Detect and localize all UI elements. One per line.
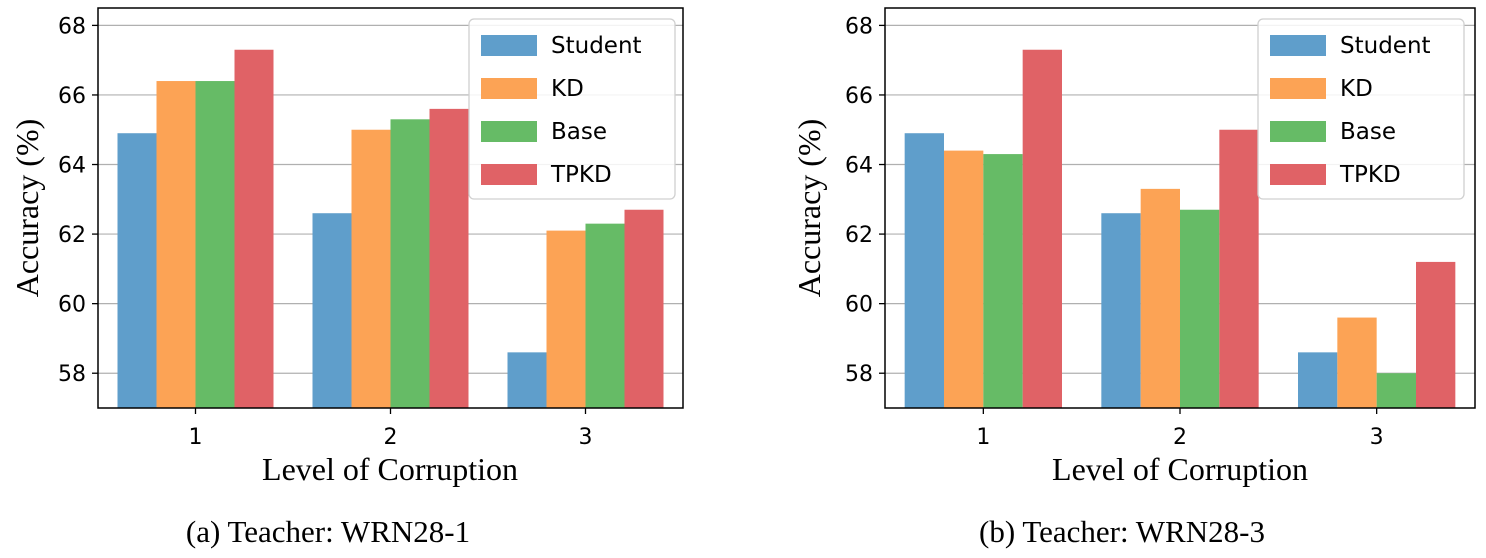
bar-kd-level-1 [944,150,984,408]
legend-label-base: Base [1340,119,1396,145]
legend-label-tpkd: TPKD [1339,162,1401,188]
legend-label-tpkd: TPKD [550,162,612,188]
x-tick-label: 1 [189,425,203,450]
legend-box [1257,18,1465,200]
legend-swatch-kd [1270,78,1326,99]
bar-student-level-1 [117,133,157,408]
bar-base-level-2 [1180,209,1220,408]
legend-label-kd: KD [1340,76,1373,102]
bar-tpkd-level-3 [1416,261,1456,408]
bar-student-level-2 [312,213,352,408]
bar-base-level-3 [1376,373,1416,408]
y-tick-label: 68 [845,14,873,39]
y-tick-label: 64 [58,154,86,179]
bar-student-level-3 [507,352,547,408]
legend-swatch-student [481,35,537,56]
legend-swatch-tpkd [481,164,537,185]
bar-student-level-3 [1298,352,1338,408]
legend-swatch-tpkd [1270,164,1326,185]
x-tick-label: 3 [1370,425,1384,450]
bar-base-level-1 [195,81,235,408]
y-tick-label: 62 [58,223,86,248]
legend: Student KD Base TPKD [468,18,676,200]
figure-caption: (a) Teacher: WRN28-1 [186,514,470,549]
y-tick-label: 66 [58,84,86,109]
y-tick-label: 64 [845,154,873,179]
legend: Student KD Base TPKD [1257,18,1465,200]
bar-tpkd-level-1 [234,49,274,408]
bar-kd-level-2 [351,129,391,408]
legend-swatch-kd [481,78,537,99]
bar-tpkd-level-3 [624,209,664,408]
bar-base-level-3 [585,223,625,408]
legend-label-student: Student [551,33,642,59]
legend-label-kd: KD [551,76,584,102]
bar-kd-level-1 [156,81,196,408]
y-axis-label: Accuracy (%) [791,119,827,298]
legend-label-student: Student [1340,33,1431,59]
y-tick-label: 58 [58,362,86,387]
chart-panel-2: 58 60 62 64 66 68 1 2 3 Level of Corruption Accura… [791,7,1476,549]
x-tick-label: 2 [1173,425,1187,450]
y-tick-label: 60 [58,293,86,318]
bar-base-level-2 [390,119,430,408]
y-tick-label: 60 [845,293,873,318]
bar-student-level-1 [904,133,944,408]
legend-label-base: Base [551,119,607,145]
legend-swatch-base [481,121,537,142]
bar-tpkd-level-1 [1022,49,1062,408]
x-tick-label: 3 [579,425,593,450]
legend-swatch-student [1270,35,1326,56]
x-tick-label: 1 [976,425,990,450]
bar-base-level-1 [983,154,1023,408]
x-axis-label: Level of Corruption [1052,451,1308,487]
bar-tpkd-level-2 [1219,129,1259,408]
bar-kd-level-3 [546,230,586,408]
bar-kd-level-2 [1140,188,1180,408]
y-tick-label: 66 [845,84,873,109]
y-tick-label: 58 [845,362,873,387]
x-tick-label: 2 [384,425,398,450]
legend-box [468,18,676,200]
x-axis-label: Level of Corruption [262,451,518,487]
bar-kd-level-3 [1337,317,1377,408]
bar-tpkd-level-2 [429,108,469,408]
chart-panel-1: 58 60 62 64 66 68 1 2 3 Level of Corruption Accura… [9,7,684,549]
y-tick-label: 68 [58,14,86,39]
y-axis-label: Accuracy (%) [9,119,45,298]
bar-student-level-2 [1101,213,1141,408]
legend-swatch-base [1270,121,1326,142]
y-tick-label: 62 [845,223,873,248]
figure-caption: (b) Teacher: WRN28-3 [979,514,1265,549]
